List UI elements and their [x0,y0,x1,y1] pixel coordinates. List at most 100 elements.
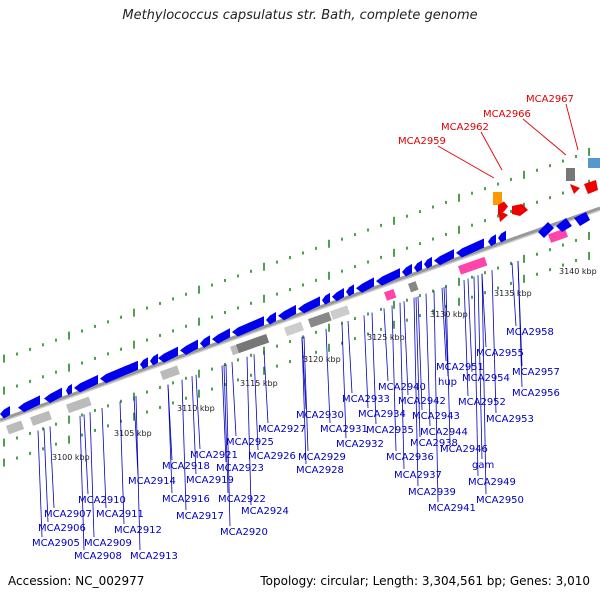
gene-label: MCA2957 [512,367,560,378]
gene-label: MCA2935 [366,425,414,436]
leader-line [303,336,309,452]
gene-label: MCA2909 [84,538,132,549]
cds-feature [574,212,590,226]
gene-label: MCA2925 [226,437,274,448]
cds-feature [158,346,178,363]
cds-feature [150,353,158,366]
gene-label: MCA2928 [296,465,344,476]
leader-line [301,337,307,465]
gene-label: MCA2927 [258,424,306,435]
feature-block [307,311,332,328]
gene-label: MCA2921 [190,450,238,461]
gene-label: MCA2940 [378,382,426,393]
cds-feature [322,292,330,305]
cds-feature [488,234,496,247]
feature-block [235,333,270,354]
gene-label: MCA2919 [186,475,234,486]
gene-label: gam [472,460,494,471]
leader-line [167,384,173,461]
leader-line [473,276,479,477]
leader-line [195,374,201,450]
leader-line [263,350,269,424]
leader-line [89,412,95,538]
leader-line [363,315,369,409]
leader-line [441,287,447,362]
feature-block [548,228,568,243]
gene-label: MCA2926 [248,451,296,462]
cds-feature [232,316,264,337]
leader-line [481,273,487,348]
cds-feature [356,277,374,293]
gene-features [0,158,600,435]
cds-feature [332,287,344,302]
leader-line [415,297,421,438]
leader-line [347,321,353,394]
cds-feature [212,328,230,344]
gene-label: MCA2916 [162,494,210,505]
cds-feature [278,304,296,321]
cds-feature [180,339,198,355]
gene-label: MCA2952 [458,397,506,408]
cds-feature [434,249,454,266]
leader-line [43,428,49,523]
backbone-line [0,206,600,422]
leader-line [133,396,139,476]
tick-label: 3100 kbp [52,453,90,462]
label-leader-lines [37,103,579,551]
gene-label: MCA2914 [128,476,176,487]
gene-label: MCA2922 [218,494,266,505]
cds-feature [66,384,72,396]
gene-label: MCA2949 [468,477,516,488]
grey-feature [566,168,575,181]
leader-line [119,401,125,525]
gene-label: MCA2906 [38,523,86,534]
highlighted-gene-label: MCA2966 [483,109,531,120]
cds-feature [0,405,10,419]
highlighted-gene-labels: MCA2959 MCA2962 MCA2966 MCA2967 [398,94,574,147]
gene-label: MCA2939 [408,487,456,498]
cds-feature [140,357,148,370]
highlight-cds [584,180,598,194]
gene-label: MCA2941 [428,503,476,514]
highlighted-gene-label: MCA2962 [441,122,489,133]
cds-feature [456,238,484,258]
gene-label: MCA2912 [114,525,162,536]
cds-feature [200,335,210,348]
gene-label: MCA2954 [462,373,510,384]
cds-feature [298,296,320,314]
feature-block [6,420,25,435]
leader-line [181,379,187,511]
gene-label: MCA2930 [296,410,344,421]
light-blue-feature [588,158,600,168]
leader-line [443,287,449,377]
gene-label: MCA2943 [412,411,460,422]
feature-block [30,410,52,426]
topology-text: Topology: circular; Length: 3,304,561 bp… [260,574,590,588]
tick-label: 3130 kbp [430,310,468,319]
genome-backbone [0,206,600,423]
feature-block [407,281,419,293]
cds-feature [402,263,412,277]
leader-line [417,296,423,411]
leader-line [341,323,347,439]
leader-line [83,414,89,495]
leader-line [371,312,377,425]
gene-label: MCA2933 [342,394,390,405]
leader-line [191,376,197,475]
tick-marks [3,147,590,467]
tick-label: 3105 kbp [114,429,152,438]
cds-feature [18,395,40,413]
tick-label: 3115 kbp [240,379,278,388]
gene-label: MCA2946 [440,444,488,455]
gene-label: MCA2958 [506,327,554,338]
cds-feature [100,360,138,384]
feature-block [65,396,92,414]
highlight-cds [570,184,580,194]
leader-line [511,263,517,327]
leader-line [463,280,469,397]
leader-line [477,275,483,460]
gene-label: MCA2929 [298,452,346,463]
leader-line [225,364,231,527]
tick-label: 3110 kbp [177,404,215,413]
figure-title: Methylococcus capsulatus str. Bath, comp… [122,8,478,23]
